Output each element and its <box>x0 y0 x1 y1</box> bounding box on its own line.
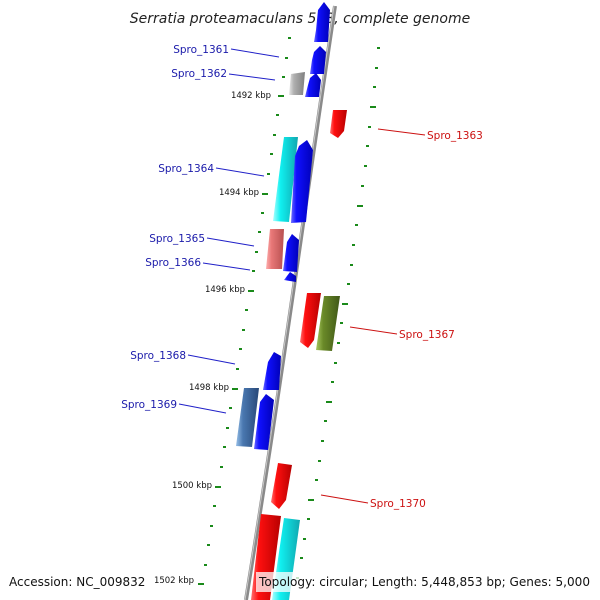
topology-text: Topology: circular; Length: 5,448,853 bp… <box>258 575 590 589</box>
kbp-label: 1492 kbp <box>231 91 271 101</box>
gene-arrow-spro-1364[interactable] <box>291 140 313 223</box>
outer-tick-track <box>296 47 380 579</box>
kbp-label: 1498 kbp <box>189 383 229 393</box>
gene-arrow-spro-1366b[interactable] <box>284 272 296 282</box>
accession-text: Accession: NC_009832 <box>9 575 145 589</box>
gene-label-spro-1364[interactable]: Spro_1364 <box>158 163 214 175</box>
kbp-label: 1496 kbp <box>205 285 245 295</box>
reverse-label-leaders <box>320 128 426 504</box>
gene-label-spro-1362[interactable]: Spro_1362 <box>171 68 227 80</box>
gene-arrow-spro-1370[interactable] <box>271 463 292 509</box>
gene-arrow-spro-1368[interactable] <box>263 352 281 390</box>
gene-label-spro-1368[interactable]: Spro_1368 <box>130 350 186 362</box>
forward-label-leaders <box>178 48 280 414</box>
forward-strand-genes <box>236 2 330 450</box>
gene-label-spro-1366[interactable]: Spro_1366 <box>145 257 201 269</box>
genome-backbone <box>244 5 337 600</box>
gene-label-spro-1367[interactable]: Spro_1367 <box>399 329 455 341</box>
gene-label-spro-1363[interactable]: Spro_1363 <box>427 130 483 142</box>
gene-arrow-spro-1367-red[interactable] <box>300 293 321 348</box>
gene-label-spro-1365[interactable]: Spro_1365 <box>149 233 205 245</box>
gene-arrow-spro-1363[interactable] <box>330 110 347 138</box>
topology-backdrop <box>256 572 594 592</box>
gene-arrow-spro-1369[interactable] <box>254 394 274 450</box>
gene-arrow-spro-1362[interactable] <box>305 73 321 97</box>
gene-arrow-spro-1367[interactable] <box>316 296 340 351</box>
inner-tick-track <box>198 37 291 585</box>
gene-arrow-spro-1362-grey[interactable] <box>289 72 305 95</box>
gene-arrow-spro-1365[interactable] <box>266 229 284 269</box>
gene-arrow-spro-1361[interactable] <box>310 46 326 74</box>
kbp-label: 1494 kbp <box>219 188 259 198</box>
kbp-label: 1500 kbp <box>172 481 212 491</box>
map-title: Serratia proteamaculans 568, complete ge… <box>130 11 470 27</box>
gene-label-spro-1361[interactable]: Spro_1361 <box>173 44 229 56</box>
kbp-label: 1502 kbp <box>154 576 194 586</box>
gene-arrow-spro-1366[interactable] <box>283 234 299 272</box>
gene-label-spro-1369[interactable]: Spro_1369 <box>121 399 177 411</box>
gene-arrow-spro-1369-steel[interactable] <box>236 388 259 447</box>
gene-label-spro-1370[interactable]: Spro_1370 <box>370 498 426 510</box>
accession-backdrop <box>4 572 150 592</box>
gene-arrow-spro-1360[interactable] <box>314 2 330 42</box>
gene-arrow-spro-1364-cyan[interactable] <box>273 137 298 222</box>
